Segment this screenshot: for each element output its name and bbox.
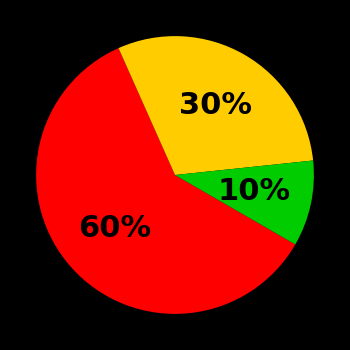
Wedge shape [119, 36, 313, 175]
Wedge shape [175, 161, 314, 244]
Text: 30%: 30% [179, 91, 252, 120]
Text: 60%: 60% [78, 215, 152, 243]
Wedge shape [36, 48, 295, 314]
Text: 10%: 10% [217, 177, 290, 206]
